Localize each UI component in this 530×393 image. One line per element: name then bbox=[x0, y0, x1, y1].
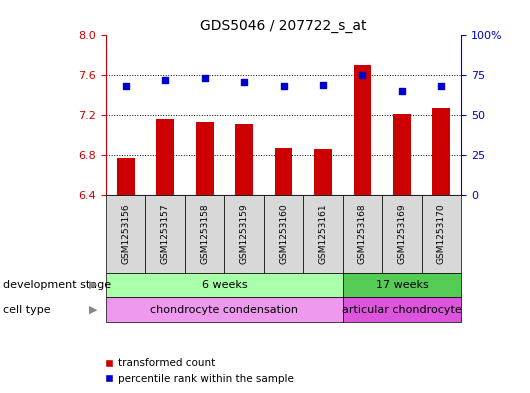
Bar bbox=[432, 108, 450, 195]
Bar bbox=[145, 195, 185, 273]
Point bbox=[437, 83, 446, 90]
Bar bbox=[343, 195, 382, 273]
Bar bbox=[393, 114, 411, 195]
Bar bbox=[303, 195, 343, 273]
Bar bbox=[196, 122, 214, 195]
Bar bbox=[235, 124, 253, 195]
Text: GSM1253170: GSM1253170 bbox=[437, 204, 446, 264]
Text: ▶: ▶ bbox=[89, 305, 97, 315]
Bar bbox=[314, 149, 332, 195]
Bar bbox=[106, 298, 343, 322]
Point bbox=[319, 82, 327, 88]
Point bbox=[398, 88, 406, 94]
Text: GSM1253168: GSM1253168 bbox=[358, 204, 367, 264]
Bar bbox=[275, 148, 293, 195]
Text: cell type: cell type bbox=[3, 305, 50, 315]
Text: GSM1253161: GSM1253161 bbox=[319, 204, 328, 264]
Text: chondrocyte condensation: chondrocyte condensation bbox=[151, 305, 298, 315]
Bar bbox=[343, 298, 461, 322]
Text: GSM1253157: GSM1253157 bbox=[161, 204, 170, 264]
Point bbox=[358, 72, 367, 78]
Point bbox=[121, 83, 130, 90]
Text: 17 weeks: 17 weeks bbox=[376, 280, 428, 290]
Text: articular chondrocyte: articular chondrocyte bbox=[342, 305, 462, 315]
Legend: transformed count, percentile rank within the sample: transformed count, percentile rank withi… bbox=[101, 354, 298, 388]
Text: GSM1253169: GSM1253169 bbox=[398, 204, 407, 264]
Bar bbox=[354, 65, 372, 195]
Text: GSM1253156: GSM1253156 bbox=[121, 204, 130, 264]
Bar bbox=[106, 195, 145, 273]
Point bbox=[240, 79, 249, 85]
Text: GSM1253160: GSM1253160 bbox=[279, 204, 288, 264]
Text: GSM1253158: GSM1253158 bbox=[200, 204, 209, 264]
Text: GSM1253159: GSM1253159 bbox=[240, 204, 249, 264]
Text: development stage: development stage bbox=[3, 280, 111, 290]
Text: ▶: ▶ bbox=[89, 280, 97, 290]
Title: GDS5046 / 207722_s_at: GDS5046 / 207722_s_at bbox=[200, 19, 367, 33]
Bar bbox=[422, 195, 461, 273]
Bar bbox=[117, 158, 135, 195]
Bar bbox=[343, 273, 461, 298]
Text: 6 weeks: 6 weeks bbox=[201, 280, 247, 290]
Bar bbox=[264, 195, 303, 273]
Bar bbox=[106, 273, 343, 298]
Point bbox=[200, 75, 209, 82]
Point bbox=[161, 77, 170, 83]
Bar bbox=[156, 119, 174, 195]
Bar bbox=[185, 195, 224, 273]
Bar bbox=[382, 195, 422, 273]
Point bbox=[279, 83, 288, 90]
Bar bbox=[224, 195, 264, 273]
